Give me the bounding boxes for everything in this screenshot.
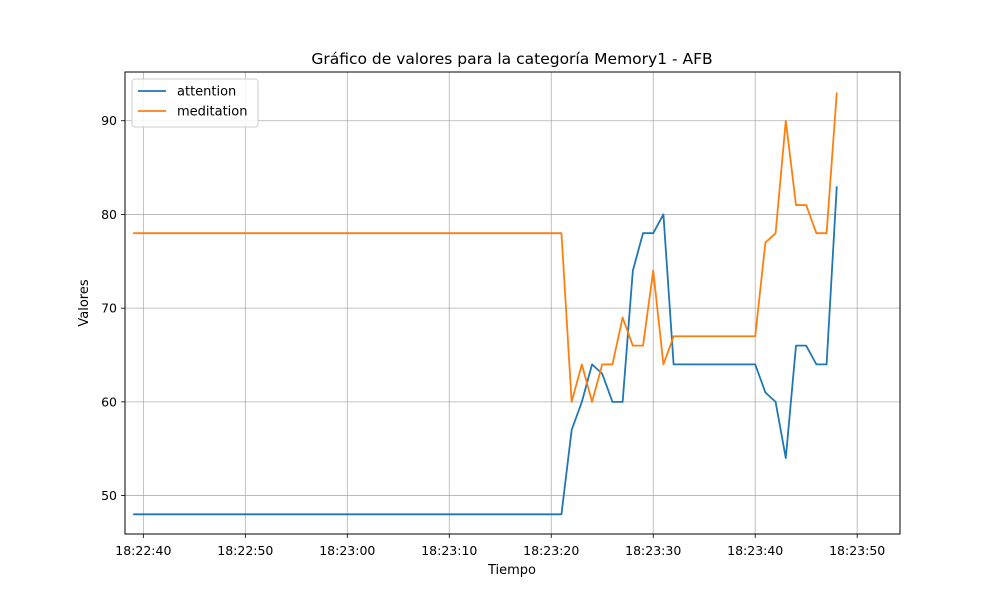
x-tick-label: 18:23:30 [625,543,681,558]
chart-title: Gráfico de valores para la categoría Mem… [311,50,712,68]
x-tick-label: 18:22:50 [217,543,273,558]
series-line-meditation [133,92,838,403]
x-tick-label: 18:22:40 [115,543,171,558]
x-tick-label: 18:23:10 [421,543,477,558]
y-tick-label: 90 [101,113,117,128]
x-tick-label: 18:23:40 [727,543,783,558]
y-tick-label: 50 [101,488,117,503]
y-tick-label: 60 [101,394,117,409]
y-axis: 50 60 70 80 90 [101,113,125,503]
legend: attention meditation [131,78,259,128]
y-tick-label: 80 [101,207,117,222]
plot-area [124,71,901,535]
legend-label-attention: attention [177,85,236,100]
y-tick-label: 70 [101,301,117,316]
series-line-attention [133,186,838,516]
y-axis-label: Valores [77,279,92,326]
series-layer [133,92,838,516]
grid [125,72,900,534]
x-tick-label: 18:23:20 [523,543,579,558]
x-tick-label: 18:23:50 [829,543,885,558]
legend-label-meditation: meditation [177,105,248,120]
x-axis-label: Tiempo [487,563,536,578]
x-axis: 18:22:40 18:22:50 18:23:00 18:23:10 18:23:20… [115,534,885,558]
x-tick-label: 18:23:00 [319,543,375,558]
